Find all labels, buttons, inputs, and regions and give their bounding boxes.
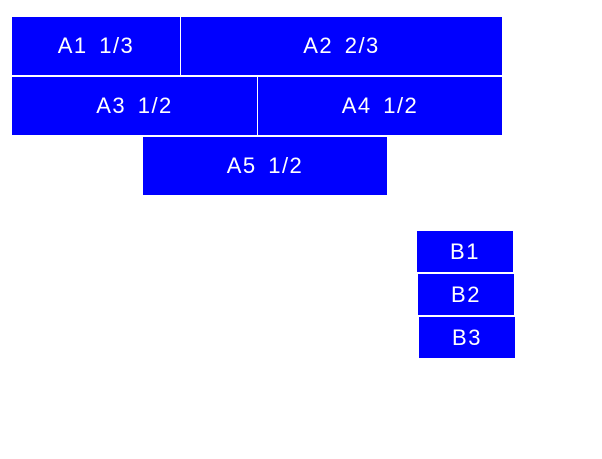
box-a3: A3 1/2 (12, 77, 257, 135)
box-a5: A5 1/2 (143, 137, 387, 195)
box-a1: A1 1/3 (12, 17, 180, 75)
box-b2: B2 (418, 274, 514, 315)
box-b3: B3 (419, 317, 515, 358)
box-b1: B1 (417, 231, 513, 272)
box-a2: A2 2/3 (181, 17, 502, 75)
box-a4: A4 1/2 (258, 77, 502, 135)
